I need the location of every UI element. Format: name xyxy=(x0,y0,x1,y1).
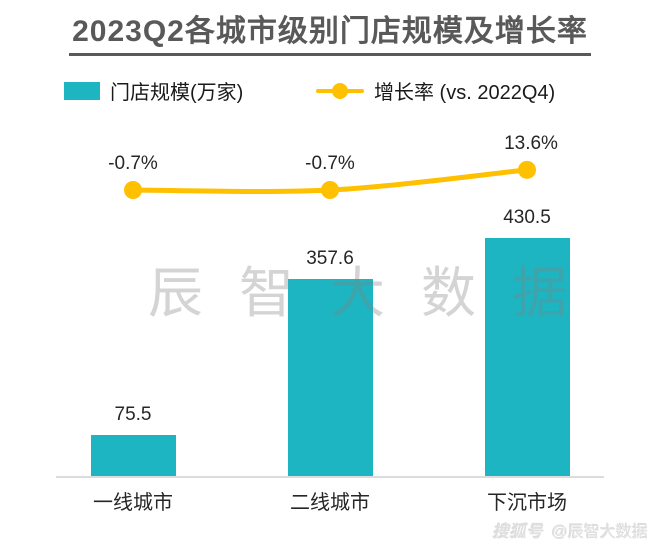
growth-rate-point xyxy=(321,181,339,199)
center-watermark: 辰智大数据 xyxy=(148,262,604,324)
growth-rate-label: -0.7% xyxy=(305,153,355,174)
growth-rate-point xyxy=(124,181,142,199)
legend-label-store-scale: 门店规模(万家) xyxy=(110,82,244,104)
legend-label-growth-rate: 增长率 (vs. 2022Q4) xyxy=(374,82,556,104)
category-label-下沉市场: 下沉市场 xyxy=(487,492,567,514)
category-label-二线城市: 二线城市 xyxy=(290,492,370,514)
chart-title-row: 2023Q2各城市级别门店规模及增长率 xyxy=(0,6,660,56)
growth-rate-label: 13.6% xyxy=(504,132,558,154)
growth-rate-point xyxy=(518,160,536,179)
bar-value-label: 430.5 xyxy=(503,207,551,228)
chart-title: 2023Q2各城市级别门店规模及增长率 xyxy=(69,6,591,56)
bar-一线城市 xyxy=(90,435,176,477)
watermark-handle: @辰智大数据 xyxy=(551,524,648,541)
bar-下沉市场 xyxy=(484,238,570,477)
x-axis-baseline xyxy=(56,476,604,478)
category-label-一线城市: 一线城市 xyxy=(93,492,173,514)
bottom-right-watermark: 搜狐号 @辰智大数据 xyxy=(493,518,648,542)
line-marker-dot xyxy=(332,82,348,99)
line-series-marker-icon xyxy=(316,82,364,100)
growth-rate-label: -0.7% xyxy=(108,153,158,174)
bar-value-label: 357.6 xyxy=(306,248,354,269)
bar-二线城市 xyxy=(287,279,373,477)
legend-item-store-scale: 门店规模(万家) xyxy=(64,76,243,105)
legend-item-growth-rate: 增长率 (vs. 2022Q4) xyxy=(316,76,555,105)
sohu-logo: 搜狐号 xyxy=(492,524,544,541)
bar-series-swatch-icon xyxy=(64,81,100,100)
bar-value-label: 75.5 xyxy=(114,404,152,425)
